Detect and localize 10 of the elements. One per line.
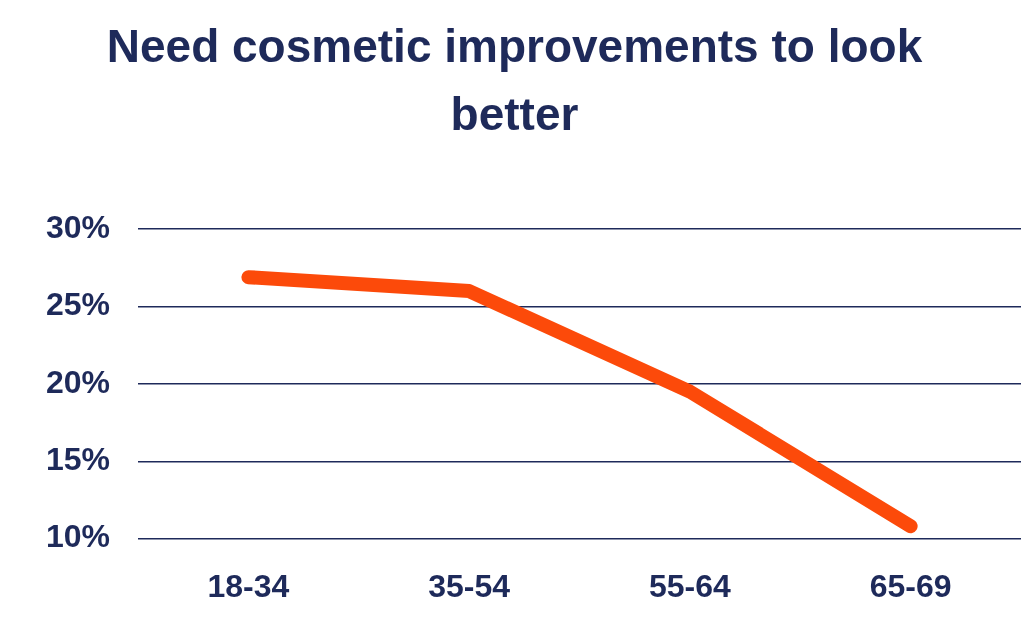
y-tick-label: 20% <box>46 363 111 400</box>
y-tick-label: 10% <box>46 518 111 555</box>
y-tick-label: 30% <box>46 209 111 246</box>
x-tick-label: 18-34 <box>207 567 290 604</box>
x-tick-label: 35-54 <box>428 567 511 604</box>
chart-title: Need cosmetic improvements to look better <box>105 19 924 142</box>
y-tick-label: 15% <box>46 441 111 478</box>
x-tick-label: 55-64 <box>648 567 732 604</box>
y-tick-label: 25% <box>46 286 111 323</box>
x-tick-label: 65-69 <box>869 567 952 604</box>
